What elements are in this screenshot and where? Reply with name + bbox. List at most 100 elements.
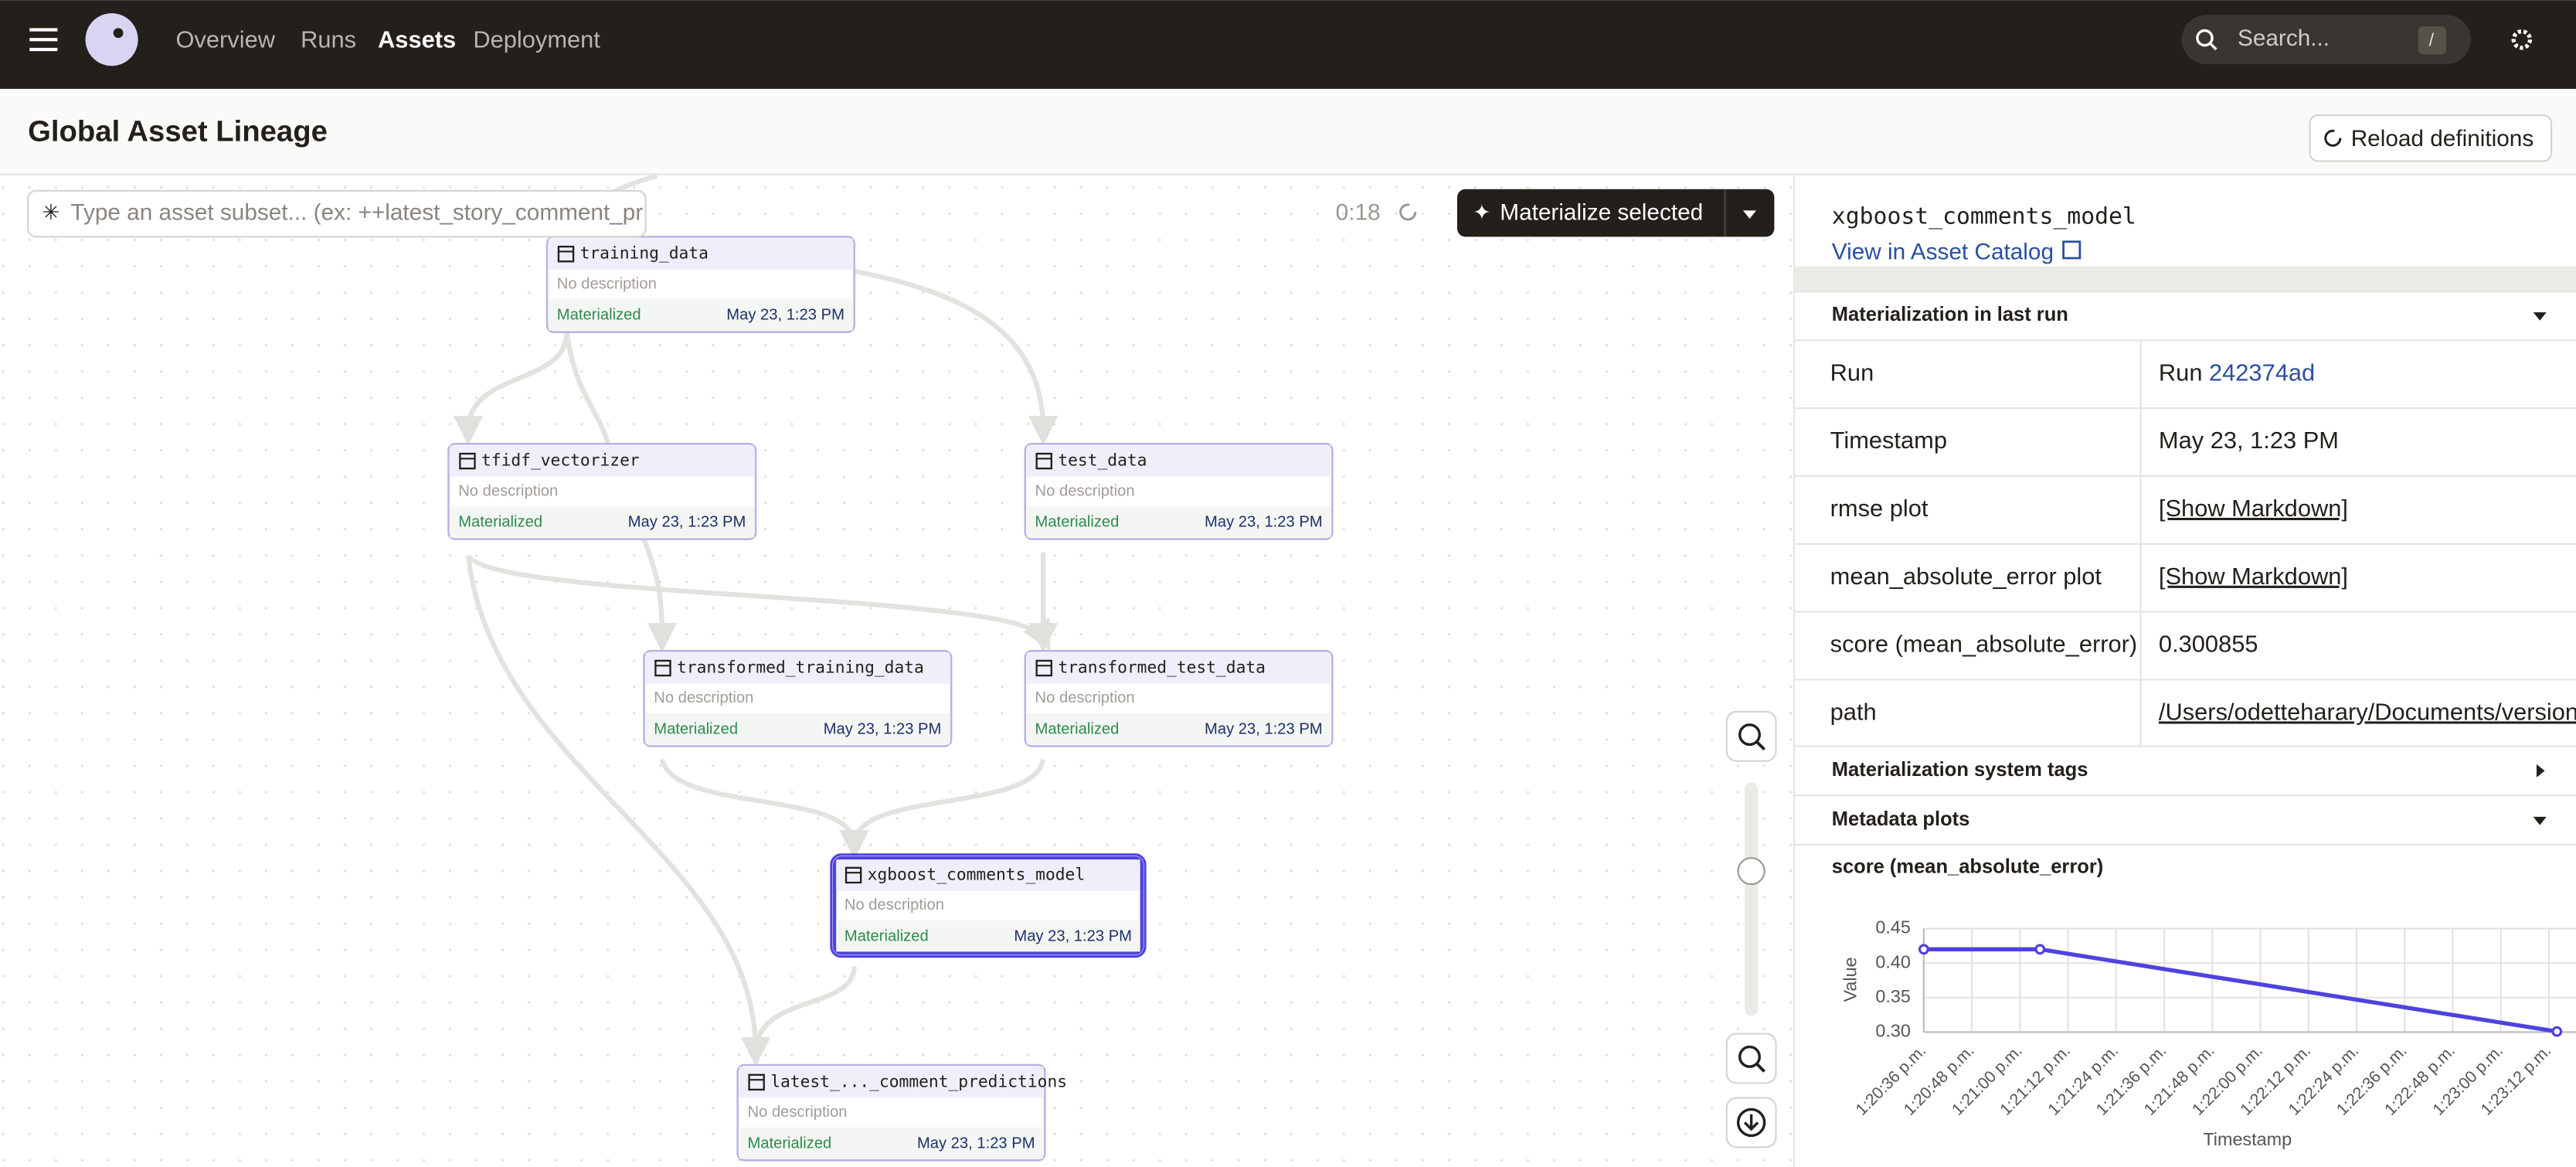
metadata: Materialization in last run Materializati… bbox=[1793, 290, 2576, 846]
row-label: Timestamp bbox=[1830, 427, 1947, 454]
external-link-icon bbox=[2062, 240, 2082, 260]
x-axis-label: Timestamp bbox=[2203, 1129, 2292, 1149]
zoom-handle[interactable] bbox=[1737, 857, 1765, 886]
search-placeholder: Search... bbox=[2238, 26, 2330, 51]
zoom-slider[interactable] bbox=[1745, 782, 1759, 1016]
node-description: No description bbox=[747, 1104, 847, 1121]
table-icon bbox=[459, 452, 476, 470]
row-label: rmse plot bbox=[1830, 495, 1929, 522]
section-header[interactable]: Materialization in last run bbox=[1832, 304, 2068, 325]
top-bar bbox=[0, 0, 2576, 89]
asset-filter[interactable] bbox=[27, 189, 647, 238]
nav-item[interactable]: Overview bbox=[176, 26, 276, 53]
row-value: Run bbox=[2159, 359, 2203, 386]
nav-item[interactable]: Assets bbox=[378, 26, 456, 53]
node-description: No description bbox=[1035, 482, 1135, 499]
filter-icon: ✳ bbox=[42, 200, 59, 224]
materialize-button[interactable] bbox=[1457, 189, 1775, 237]
chart-title: score (mean_absolute_error) bbox=[1832, 856, 2103, 878]
y-tick-label: 0.35 bbox=[1875, 986, 1911, 1006]
node-footer bbox=[549, 299, 853, 331]
node-timestamp: May 23, 1:23 PM bbox=[917, 1135, 1035, 1152]
catalog-link[interactable]: View in Asset Catalog bbox=[1832, 239, 2054, 264]
search-icon bbox=[2208, 42, 2217, 51]
node-status: Materialized bbox=[654, 721, 738, 738]
zoom-out[interactable] bbox=[1725, 1033, 1777, 1084]
row-label: score (mean_absolute_error) bbox=[1830, 631, 2138, 658]
table-icon bbox=[1035, 659, 1052, 677]
expand-icon bbox=[2536, 764, 2545, 777]
table-icon bbox=[845, 866, 862, 884]
node-description: No description bbox=[845, 897, 944, 914]
node-status: Materialized bbox=[458, 514, 542, 531]
asset-node[interactable]: xgboost_comments_model No description Mate… bbox=[830, 853, 1147, 958]
asset-name: xgboost_comments_model bbox=[1832, 202, 2136, 230]
logo[interactable] bbox=[85, 13, 138, 66]
table-icon bbox=[748, 1073, 765, 1091]
asset-node[interactable]: test_data No description Materialized May 2… bbox=[1024, 442, 1334, 540]
node-footer bbox=[836, 920, 1140, 952]
sparkle-icon: ✦ bbox=[1473, 200, 1490, 224]
materialize-button-label: Materialize selected bbox=[1500, 199, 1703, 225]
node-name: transformed_test_data bbox=[1058, 658, 1266, 678]
selection-outline bbox=[830, 853, 1147, 958]
title-bar bbox=[0, 88, 2576, 175]
row-label: Run bbox=[1830, 359, 1874, 386]
settings-icon[interactable] bbox=[2511, 29, 2533, 50]
node-timestamp: May 23, 1:23 PM bbox=[726, 307, 845, 324]
y-tick-label: 0.30 bbox=[1875, 1021, 1911, 1041]
node-footer bbox=[450, 506, 754, 538]
materialize-menu[interactable] bbox=[1742, 210, 1756, 219]
node-status: Materialized bbox=[1035, 721, 1120, 738]
node-footer bbox=[1026, 713, 1331, 745]
asset-node[interactable]: transformed_training_data No description M… bbox=[643, 649, 953, 747]
table-icon bbox=[557, 245, 575, 263]
row-label: mean_absolute_error plot bbox=[1830, 563, 2102, 590]
node-description: No description bbox=[654, 689, 753, 706]
search-box[interactable] bbox=[2181, 15, 2471, 65]
node-name: training_data bbox=[580, 244, 709, 264]
asset-nodes: training_data No description Materialized M… bbox=[447, 236, 1334, 1162]
node-footer bbox=[739, 1127, 1044, 1159]
zoom-controls bbox=[1725, 710, 1777, 1148]
node-description: No description bbox=[557, 275, 657, 292]
asset-node[interactable]: latest_..._comment_predictions No descrip… bbox=[736, 1063, 1067, 1162]
point bbox=[1918, 944, 1929, 955]
row-link[interactable]: [Show Markdown] bbox=[2159, 495, 2348, 522]
refresh-timer: 0:18 bbox=[1336, 199, 1381, 225]
asset-node[interactable]: transformed_test_data No description Mater… bbox=[1024, 649, 1334, 747]
row-link[interactable]: /Users/odetteharary/Documents/version bbox=[2159, 698, 2576, 725]
nav: Overview Runs Assets Deployment bbox=[176, 26, 601, 53]
node-header bbox=[739, 1067, 1044, 1098]
node-name: test_data bbox=[1058, 451, 1147, 471]
search-icon bbox=[2196, 29, 2214, 47]
menu-icon[interactable] bbox=[29, 28, 58, 52]
node-header bbox=[549, 238, 853, 270]
node-description: No description bbox=[1035, 689, 1135, 706]
node-timestamp: May 23, 1:23 PM bbox=[1014, 927, 1132, 944]
reload-icon bbox=[2324, 129, 2342, 147]
node-status: Materialized bbox=[845, 927, 929, 944]
asset-node[interactable]: training_data No description Materialized M… bbox=[545, 236, 855, 333]
section-header[interactable]: Metadata plots bbox=[1832, 808, 1970, 830]
row-value: May 23, 1:23 PM bbox=[2159, 427, 2339, 454]
nav-item[interactable]: Runs bbox=[301, 26, 356, 53]
point bbox=[2551, 1026, 2563, 1037]
shortcut-key bbox=[2418, 26, 2447, 55]
filter-placeholder: Type an asset subset... (ex: ++latest_st… bbox=[70, 199, 643, 225]
node-header bbox=[645, 652, 950, 684]
row-link[interactable]: 242374ad bbox=[2209, 359, 2315, 386]
node-status: Materialized bbox=[557, 307, 641, 324]
reload-button[interactable] bbox=[2309, 114, 2553, 162]
node-footer bbox=[645, 713, 950, 745]
node-header bbox=[836, 859, 1140, 891]
row-link[interactable]: [Show Markdown] bbox=[2159, 563, 2348, 590]
nav-item[interactable]: Deployment bbox=[473, 26, 600, 53]
node-timestamp: May 23, 1:23 PM bbox=[824, 721, 942, 738]
zoom-in[interactable] bbox=[1725, 710, 1777, 762]
page-title: Global Asset Lineage bbox=[28, 115, 328, 148]
refresh-icon[interactable] bbox=[1399, 203, 1417, 221]
section-header[interactable]: Materialization system tags bbox=[1832, 759, 2088, 781]
asset-node[interactable]: tfidf_vectorizer No description Materializ… bbox=[447, 442, 757, 540]
